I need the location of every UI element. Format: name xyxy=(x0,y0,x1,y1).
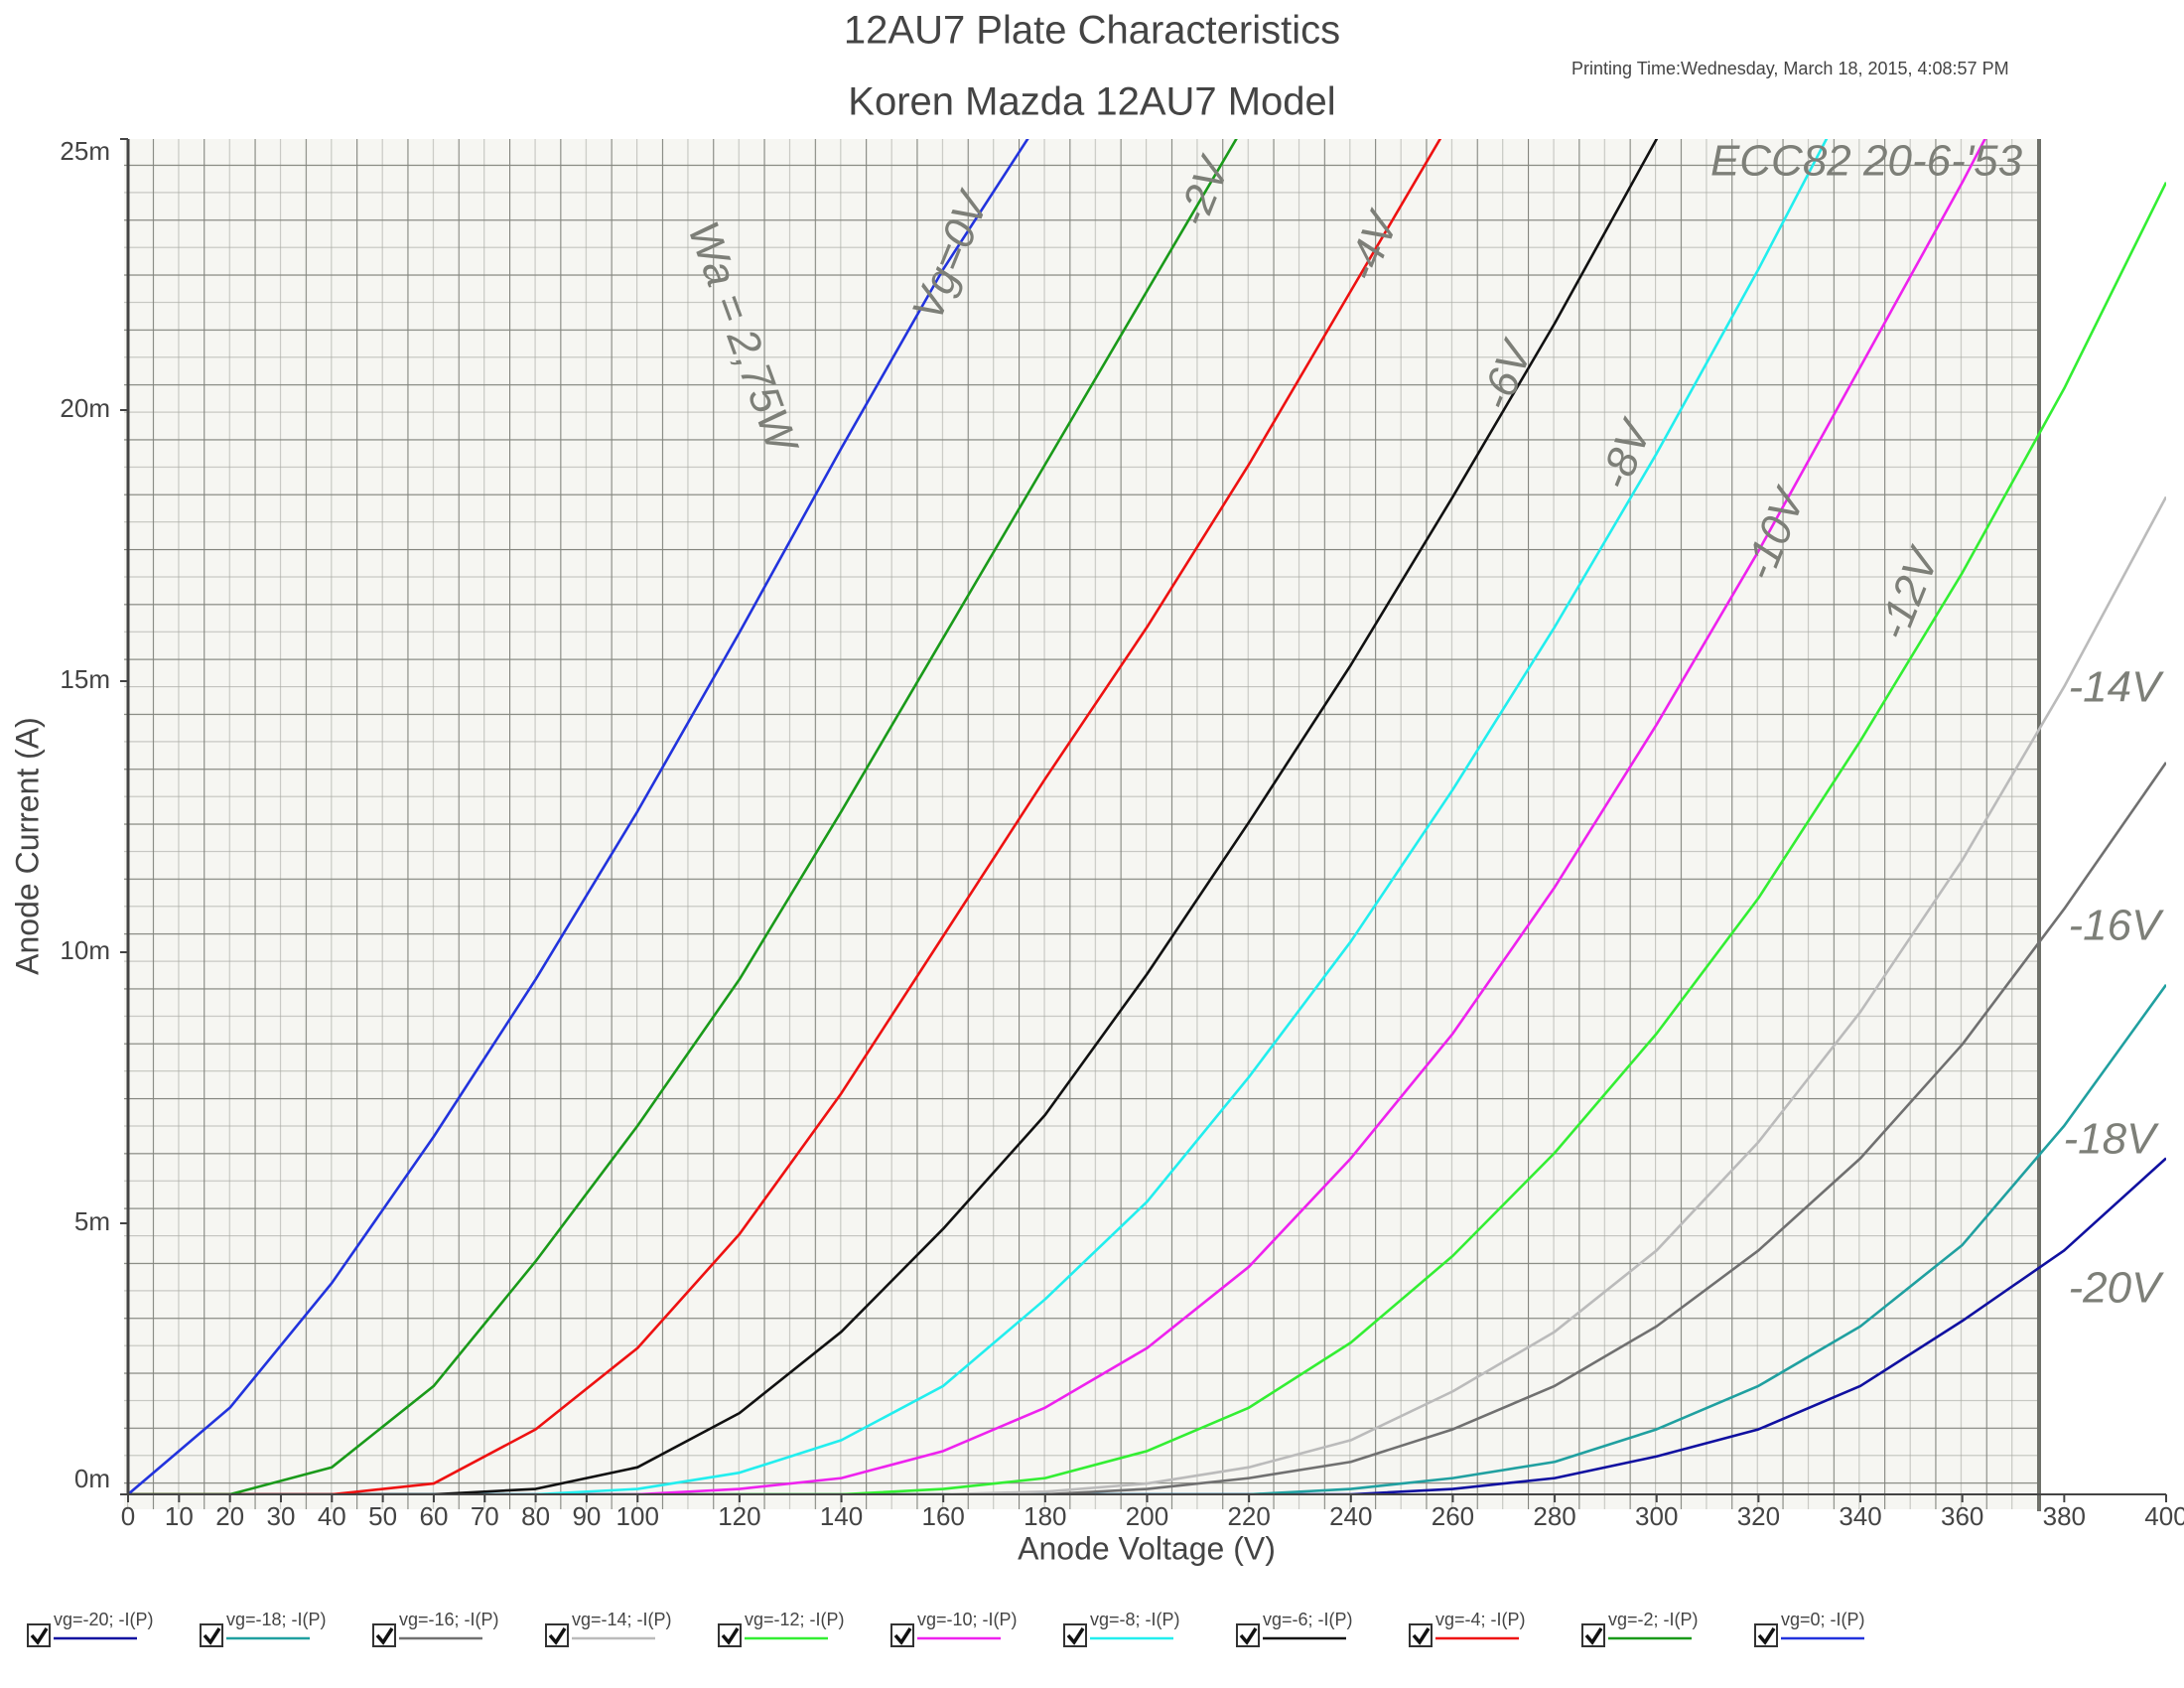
x-tick-label: 30 xyxy=(267,1501,296,1531)
x-axis-label: Anode Voltage (V) xyxy=(1018,1530,1276,1566)
x-tick-label: 70 xyxy=(471,1501,499,1531)
legend-item[interactable]: vg=-10; -I(P) xyxy=(890,1610,1018,1647)
x-tick-label: 320 xyxy=(1737,1501,1780,1531)
legend-label: vg=0; -I(P) xyxy=(1781,1610,1865,1629)
series-line xyxy=(128,139,1829,1494)
x-tick-label: 360 xyxy=(1941,1501,1983,1531)
y-tick-label: 15m xyxy=(60,664,110,694)
legend-label: vg=-6; -I(P) xyxy=(1263,1610,1353,1629)
legend-label: vg=-16; -I(P) xyxy=(399,1610,499,1629)
annotation: -16V xyxy=(2069,902,2165,950)
annotation: ECC82 20-6-'53 xyxy=(1710,137,2023,186)
legend-item[interactable]: vg=-2; -I(P) xyxy=(1581,1610,1699,1647)
checkmark xyxy=(721,1627,740,1645)
y-tick-label: 10m xyxy=(60,935,110,965)
annotation: -18V xyxy=(2064,1115,2160,1164)
legend-label: vg=-14; -I(P) xyxy=(572,1610,672,1629)
x-tick-label: 0 xyxy=(121,1501,135,1531)
checkmark xyxy=(1584,1627,1603,1645)
legend-item[interactable]: vg=-4; -I(P) xyxy=(1409,1610,1526,1647)
x-tick-label: 400 xyxy=(2144,1501,2184,1531)
x-tick-label: 180 xyxy=(1024,1501,1066,1531)
legend-label: vg=-8; -I(P) xyxy=(1090,1610,1180,1629)
series-line xyxy=(128,139,1659,1494)
legend-label: vg=-2; -I(P) xyxy=(1608,1610,1699,1629)
legend-label: vg=-12; -I(P) xyxy=(745,1610,845,1629)
x-tick-label: 50 xyxy=(368,1501,397,1531)
legend-label: vg=-18; -I(P) xyxy=(226,1610,327,1629)
x-tick-label: 160 xyxy=(922,1501,965,1531)
x-tick-label: 120 xyxy=(718,1501,760,1531)
plot-area xyxy=(128,139,2166,1494)
legend-label: vg=-10; -I(P) xyxy=(917,1610,1018,1629)
checkmark xyxy=(548,1627,567,1645)
checkmark xyxy=(203,1627,221,1645)
y-tick-label: 5m xyxy=(74,1206,110,1236)
series-line xyxy=(128,1157,2166,1494)
legend-label: vg=-20; -I(P) xyxy=(54,1610,154,1629)
series-line xyxy=(128,182,2166,1494)
annotation: -14V xyxy=(2069,663,2165,712)
legend-item[interactable]: vg=-20; -I(P) xyxy=(27,1610,154,1647)
series-line xyxy=(128,139,1238,1494)
printing-time: Printing Time:Wednesday, March 18, 2015,… xyxy=(1571,59,2009,78)
series-line xyxy=(128,139,1442,1494)
checkmark xyxy=(893,1627,912,1645)
checkmark xyxy=(30,1627,49,1645)
series-line xyxy=(128,139,1986,1494)
x-tick-label: 300 xyxy=(1635,1501,1678,1531)
x-tick-label: 40 xyxy=(318,1501,346,1531)
x-tick-label: 220 xyxy=(1227,1501,1270,1531)
y-tick-label: 0m xyxy=(74,1464,110,1493)
x-tick-label: 80 xyxy=(521,1501,550,1531)
series-line xyxy=(128,139,1029,1494)
x-tick-label: 20 xyxy=(215,1501,244,1531)
x-tick-label: 260 xyxy=(1432,1501,1474,1531)
x-tick-label: 100 xyxy=(616,1501,659,1531)
x-tick-label: 280 xyxy=(1533,1501,1575,1531)
legend-item[interactable]: vg=-6; -I(P) xyxy=(1236,1610,1353,1647)
chart-title: 12AU7 Plate Characteristics xyxy=(844,9,1340,53)
x-tick-label: 340 xyxy=(1839,1501,1881,1531)
y-axis-label: Anode Current (A) xyxy=(9,717,45,975)
checkmark xyxy=(1757,1627,1776,1645)
legend-item[interactable]: vg=-18; -I(P) xyxy=(200,1610,327,1647)
legend-item[interactable]: vg=-12; -I(P) xyxy=(718,1610,845,1647)
checkmark xyxy=(375,1627,394,1645)
legend-item[interactable]: vg=-16; -I(P) xyxy=(372,1610,499,1647)
x-tick-label: 380 xyxy=(2043,1501,2086,1531)
checkmark xyxy=(1239,1627,1258,1645)
x-tick-label: 90 xyxy=(572,1501,601,1531)
x-tick-label: 60 xyxy=(419,1501,448,1531)
legend-label: vg=-4; -I(P) xyxy=(1435,1610,1526,1629)
annotation: -20V xyxy=(2069,1264,2165,1313)
y-tick-label: 20m xyxy=(60,393,110,423)
x-tick-label: 240 xyxy=(1329,1501,1372,1531)
chart-subtitle: Koren Mazda 12AU7 Model xyxy=(848,80,1335,124)
legend-item[interactable]: vg=-14; -I(P) xyxy=(545,1610,672,1647)
x-tick-label: 200 xyxy=(1126,1501,1168,1531)
checkmark xyxy=(1066,1627,1085,1645)
x-tick-label: 10 xyxy=(165,1501,194,1531)
y-tick-label: 25m xyxy=(60,136,110,166)
legend-item[interactable]: vg=-8; -I(P) xyxy=(1063,1610,1180,1647)
x-tick-label: 140 xyxy=(820,1501,863,1531)
series-line xyxy=(128,983,2166,1494)
series-line xyxy=(128,762,2166,1494)
checkmark xyxy=(1412,1627,1431,1645)
series-line xyxy=(128,495,2166,1494)
scan-grid xyxy=(124,139,2039,1509)
legend-item[interactable]: vg=0; -I(P) xyxy=(1754,1610,1865,1647)
